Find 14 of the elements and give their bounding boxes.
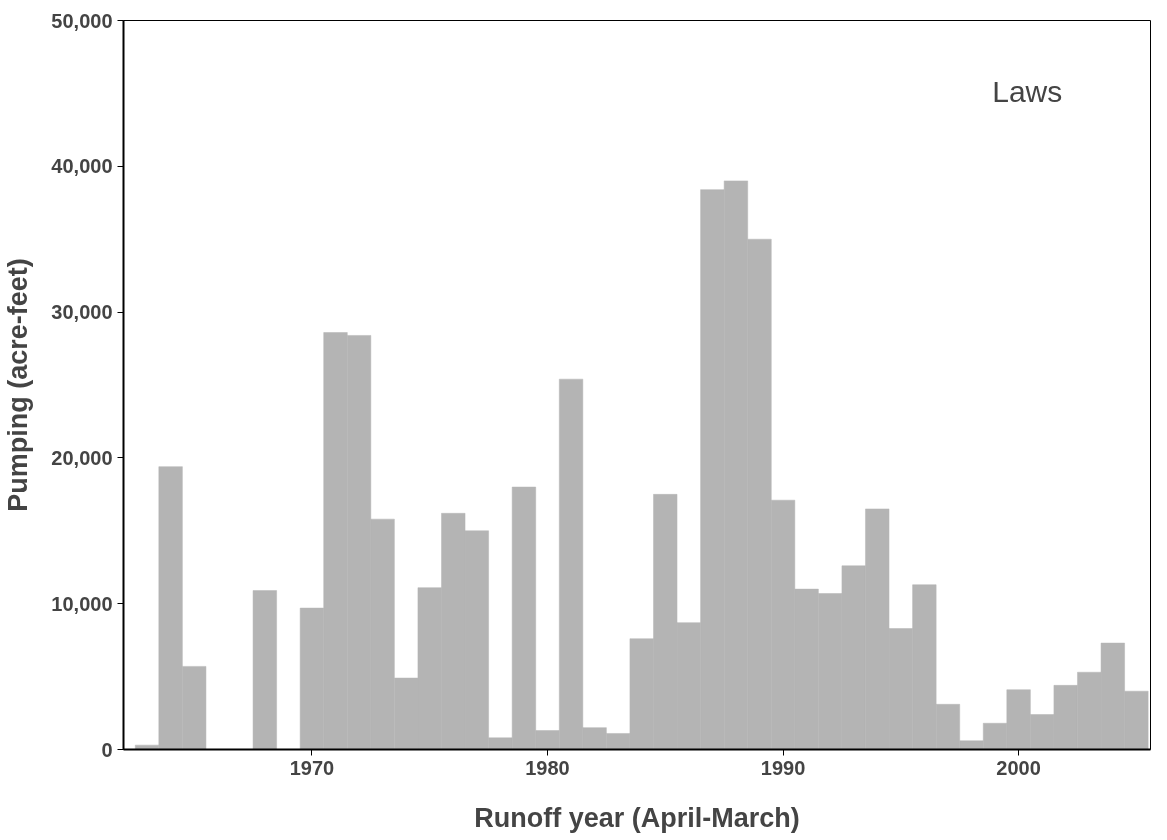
annotation: Laws: [992, 74, 1063, 108]
y-tick-label: 10,000: [51, 592, 113, 615]
x-axis-title: Runoff year (April-March): [474, 802, 800, 833]
x-tick-label: 1980: [525, 756, 570, 779]
bar: [252, 590, 277, 750]
x-tick-label: 2000: [996, 756, 1041, 779]
y-axis-title: Pumping (acre-feet): [3, 258, 34, 512]
y-tick-label: 0: [101, 738, 113, 761]
y-tick-label: 50,000: [51, 9, 113, 32]
y-tick-label: 40,000: [51, 155, 113, 178]
y-tick-label: 20,000: [51, 446, 113, 469]
y-tick-label: 30,000: [51, 301, 113, 324]
x-tick-label: 1990: [760, 756, 806, 779]
x-tick-label: 1970: [289, 756, 335, 779]
